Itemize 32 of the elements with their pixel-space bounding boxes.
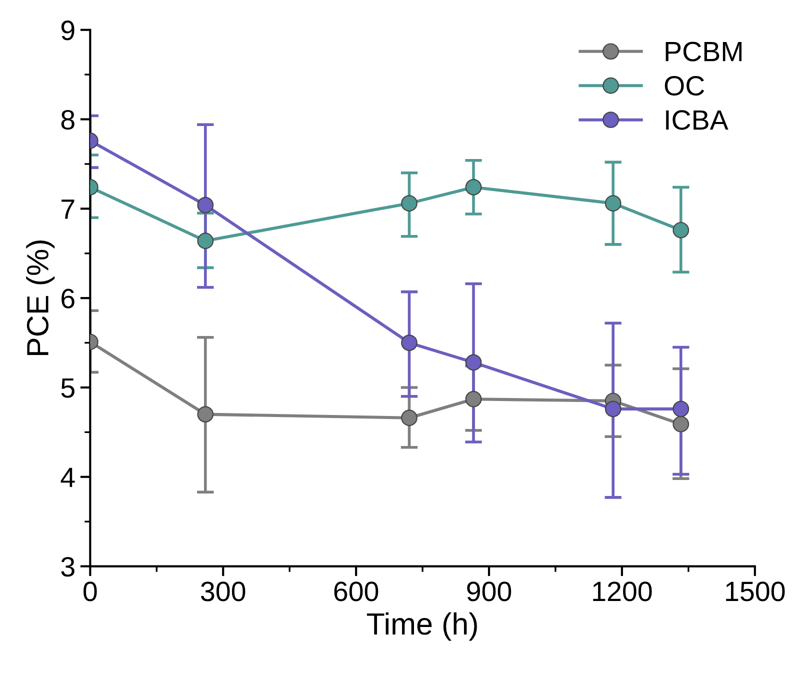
point — [672, 222, 690, 238]
point — [465, 354, 482, 371]
y-tick-label: 4 — [60, 468, 75, 487]
x-tick-label: 600 — [334, 582, 378, 602]
point — [401, 334, 418, 351]
x-axis-title: Time (h) — [366, 612, 477, 641]
y-tick-label: 3 — [61, 556, 74, 577]
x-tick-label: 1500 — [726, 582, 785, 602]
legend-label: PCBM — [666, 42, 742, 62]
y-tick-label: 6 — [62, 288, 74, 308]
legend-label: ICBA — [666, 110, 728, 130]
x-tick-label: 900 — [467, 582, 512, 602]
y-tick-label: 5 — [61, 378, 74, 398]
point — [401, 410, 418, 426]
x-tick-label: 1200 — [593, 582, 652, 602]
point — [197, 232, 214, 250]
point — [672, 400, 690, 418]
point — [604, 400, 622, 418]
y-axis-title: PCE (%) — [26, 240, 55, 355]
x-tick-label: 0 — [84, 582, 97, 602]
x-tick-label: 300 — [201, 582, 246, 602]
y-tick-label: 7 — [62, 200, 74, 219]
y-tick-label: 9 — [61, 20, 74, 40]
point — [604, 195, 622, 212]
point — [465, 179, 482, 196]
point — [465, 390, 482, 408]
point — [197, 406, 214, 422]
point — [197, 196, 214, 214]
y-tick-label: 8 — [61, 110, 74, 130]
point — [672, 416, 690, 432]
point — [401, 195, 418, 212]
legend-label: OC — [664, 76, 704, 96]
